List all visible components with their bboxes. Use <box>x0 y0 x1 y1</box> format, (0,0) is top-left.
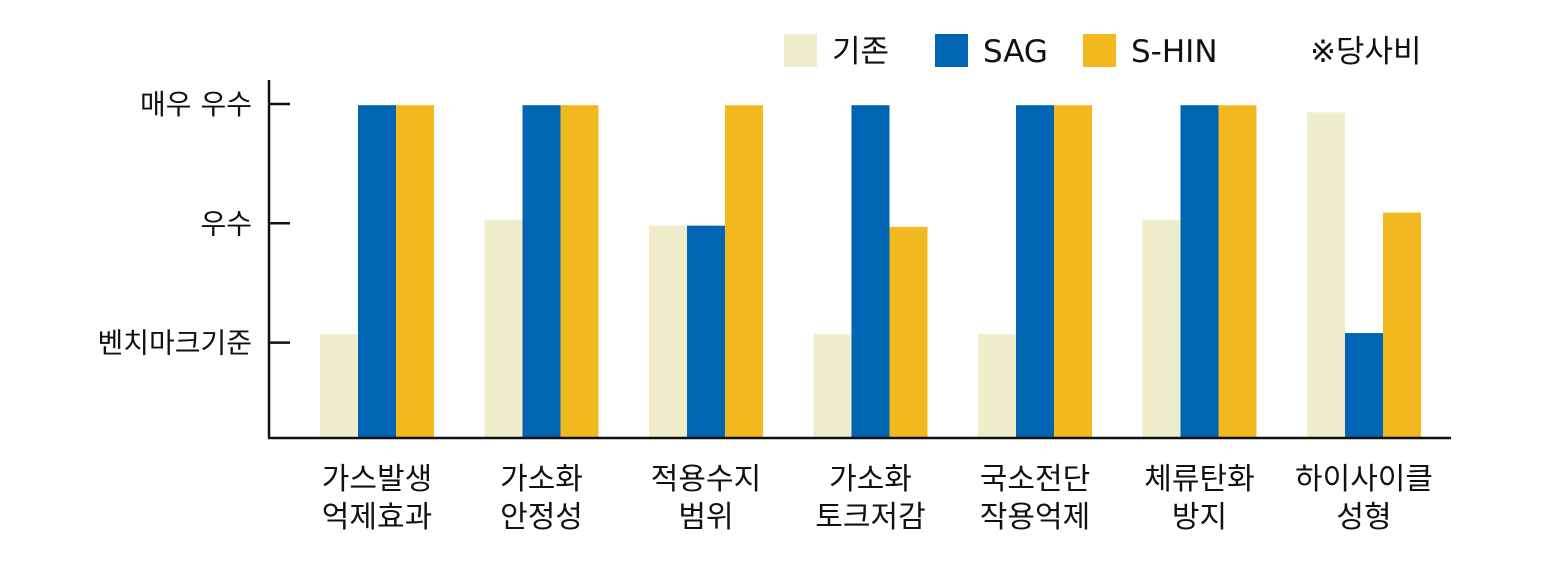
bar-SAG-6 <box>1180 105 1219 438</box>
legend-swatch-기존 <box>784 34 817 67</box>
category-label: 적용수지 <box>651 462 761 497</box>
category-label: 체류탄화 <box>1144 462 1254 497</box>
y-tick-label: 벤치마크기준 <box>97 327 252 360</box>
y-tick-label: 매우 우수 <box>140 88 252 121</box>
bar-S-HIN-2 <box>560 105 599 438</box>
x-labels: 가스발생억제효과가소화안정성적용수지범위가소화토크저감국소전단작용억제체류탄화방… <box>322 462 1433 535</box>
category-label: 방지 <box>1172 500 1227 535</box>
legend-label: 기존 <box>832 34 889 70</box>
bar-S-HIN-7 <box>1383 212 1421 438</box>
category-label: 하이사이클 <box>1295 462 1433 497</box>
category-label: 범위 <box>678 500 733 535</box>
legend-label: SAG <box>983 34 1048 70</box>
bar-기존-4 <box>813 334 852 438</box>
bar-기존-5 <box>978 334 1016 438</box>
bar-기존-1 <box>320 334 358 438</box>
category-label: 안정성 <box>500 500 583 535</box>
category-label: 가소화 <box>500 462 583 497</box>
bar-S-HIN-6 <box>1218 105 1257 438</box>
y-tick-label: 우수 <box>200 207 252 240</box>
bar-SAG-1 <box>358 105 396 438</box>
bar-S-HIN-4 <box>889 226 928 438</box>
legend-swatch-SAG <box>935 34 968 67</box>
category-label: 가소화 <box>829 462 912 497</box>
legend-label: S-HIN <box>1131 34 1218 70</box>
category-label: 억제효과 <box>322 500 432 535</box>
category-label: 토크저감 <box>815 500 925 535</box>
bar-SAG-2 <box>522 105 561 438</box>
category-label: 작용억제 <box>980 500 1090 535</box>
bars <box>320 105 1421 438</box>
bar-S-HIN-1 <box>396 105 434 438</box>
note-label: ※당사비 <box>1310 34 1422 70</box>
category-label: 성형 <box>1336 500 1391 535</box>
bar-S-HIN-3 <box>725 105 763 438</box>
bar-SAG-4 <box>851 105 890 438</box>
y-ticks: 벤치마크기준 우수 매우 우수 <box>97 88 290 360</box>
axes <box>267 80 1451 440</box>
bar-기존-2 <box>484 219 523 438</box>
bar-S-HIN-5 <box>1054 105 1092 438</box>
bar-SAG-7 <box>1345 333 1383 438</box>
legend-swatch-S-HIN <box>1083 34 1116 67</box>
category-label: 국소전단 <box>980 462 1090 497</box>
bar-SAG-5 <box>1016 105 1054 438</box>
legend: 기존 SAG S-HIN <box>784 34 1218 70</box>
bar-기존-3 <box>649 225 687 438</box>
bar-기존-6 <box>1142 219 1181 438</box>
category-label: 가스발생 <box>322 462 432 497</box>
bar-SAG-3 <box>687 225 725 438</box>
bar-기존-7 <box>1307 112 1345 438</box>
